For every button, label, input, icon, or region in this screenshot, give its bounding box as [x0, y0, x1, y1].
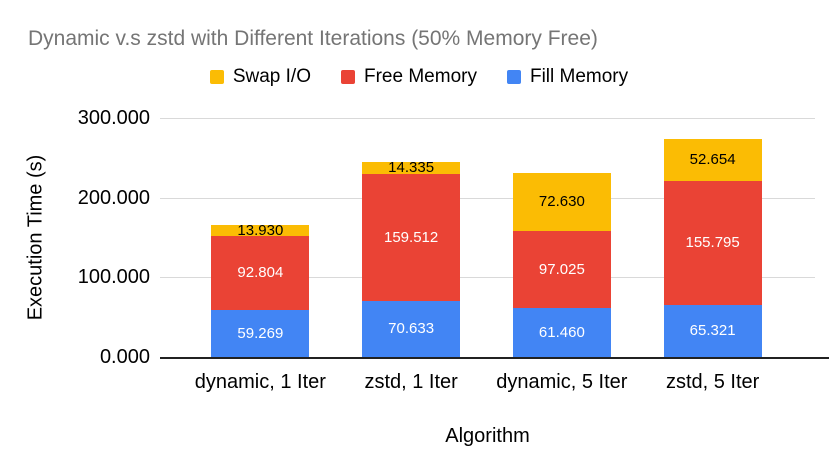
data-label: 61.460	[538, 324, 585, 342]
legend-label: Swap I/O	[232, 66, 311, 87]
bar-dynamic-1-iter: 13.930 92.804 59.269	[211, 221, 310, 357]
x-axis-line	[160, 357, 829, 359]
legend: Swap I/O Free Memory Fill Memory	[0, 66, 838, 88]
y-tick-label: 0.000	[99, 346, 150, 368]
y-tick-label: 200.000	[77, 186, 150, 209]
bar-segment-swap-i-o[interactable]: 13.930	[211, 221, 310, 239]
data-label: 52.654	[689, 151, 736, 169]
chart-title: Dynamic v.s zstd with Different Iteratio…	[28, 27, 598, 50]
bar-slot-zstd-1-iter: 14.335 159.512 70.633	[336, 118, 487, 357]
data-label: 70.633	[388, 320, 435, 338]
legend-swatch-icon	[209, 70, 224, 84]
bar-slot-zstd-5-iter: 52.654 155.795 65.321	[637, 118, 788, 357]
bar-zstd-1-iter: 14.335 159.512 70.633	[362, 159, 461, 357]
data-label: 155.795	[685, 234, 740, 252]
x-axis-category-labels: dynamic, 1 Iter zstd, 1 Iter dynamic, 5 It…	[185, 371, 788, 393]
legend-swatch-icon	[341, 70, 355, 84]
category-label-zstd-1-iter: zstd, 1 Iter	[364, 371, 458, 393]
legend-item-free-memory[interactable]: Free Memory	[341, 66, 477, 88]
category-label-zstd-5-iter: zstd, 5 Iter	[665, 371, 760, 393]
data-label: 59.269	[237, 324, 284, 342]
bar-dynamic-5-iter: 72.630 97.025 61.460	[512, 172, 611, 357]
bar-segment-swap-i-o[interactable]: 72.630	[512, 172, 611, 231]
bar-segment-free-memory[interactable]: 97.025	[512, 230, 611, 309]
gridline	[160, 277, 815, 279]
legend-item-fill-memory[interactable]: Fill Memory	[506, 66, 629, 88]
gridline	[160, 197, 815, 199]
legend-item-swap-i-o[interactable]: Swap I/O	[209, 66, 311, 88]
bar-segment-fill-memory[interactable]: 61.460	[512, 308, 611, 357]
legend-label: Fill Memory	[529, 66, 629, 87]
data-label: 159.512	[384, 228, 439, 246]
bar-segment-swap-i-o[interactable]: 52.654	[663, 138, 762, 181]
y-tick-label: 100.000	[77, 266, 150, 289]
data-label: 14.335	[388, 159, 435, 177]
bar-segment-fill-memory[interactable]: 65.321	[663, 304, 762, 357]
y-tick-label: 300.000	[77, 107, 150, 129]
data-label: 97.025	[538, 260, 585, 278]
legend-swatch-icon	[506, 70, 521, 84]
bar-slot-dynamic-5-iter: 72.630 97.025 61.460	[487, 118, 638, 357]
x-axis-title: Algorithm	[445, 425, 530, 447]
bar-segment-fill-memory[interactable]: 59.269	[211, 309, 310, 357]
bar-zstd-5-iter: 52.654 155.795 65.321	[663, 138, 762, 357]
data-label: 65.321	[689, 322, 736, 340]
bar-segment-free-memory[interactable]: 92.804	[211, 235, 310, 310]
category-label-dynamic-1-iter: dynamic, 1 Iter	[194, 371, 326, 393]
y-axis-tick-labels: 0.000 100.000 200.000 300.000	[0, 108, 150, 367]
bar-slot-dynamic-1-iter: 13.930 92.804 59.269	[185, 118, 336, 357]
bar-segment-free-memory[interactable]: 155.795	[663, 180, 762, 305]
bar-segment-free-memory[interactable]: 159.512	[362, 173, 461, 301]
plot-area	[160, 118, 815, 357]
data-label: 92.804	[237, 264, 284, 282]
category-label-dynamic-5-iter: dynamic, 5 Iter	[496, 371, 628, 393]
bar-segment-swap-i-o[interactable]: 14.335	[362, 159, 461, 177]
bar-segment-fill-memory[interactable]: 70.633	[362, 300, 461, 357]
legend-label: Free Memory	[364, 66, 477, 87]
bars-region: 13.930 92.804 59.269 14.335 159.512 70.633 72.…	[185, 118, 788, 357]
gridline	[160, 118, 815, 119]
data-label: 13.930	[237, 221, 284, 239]
data-label: 72.630	[538, 193, 585, 211]
